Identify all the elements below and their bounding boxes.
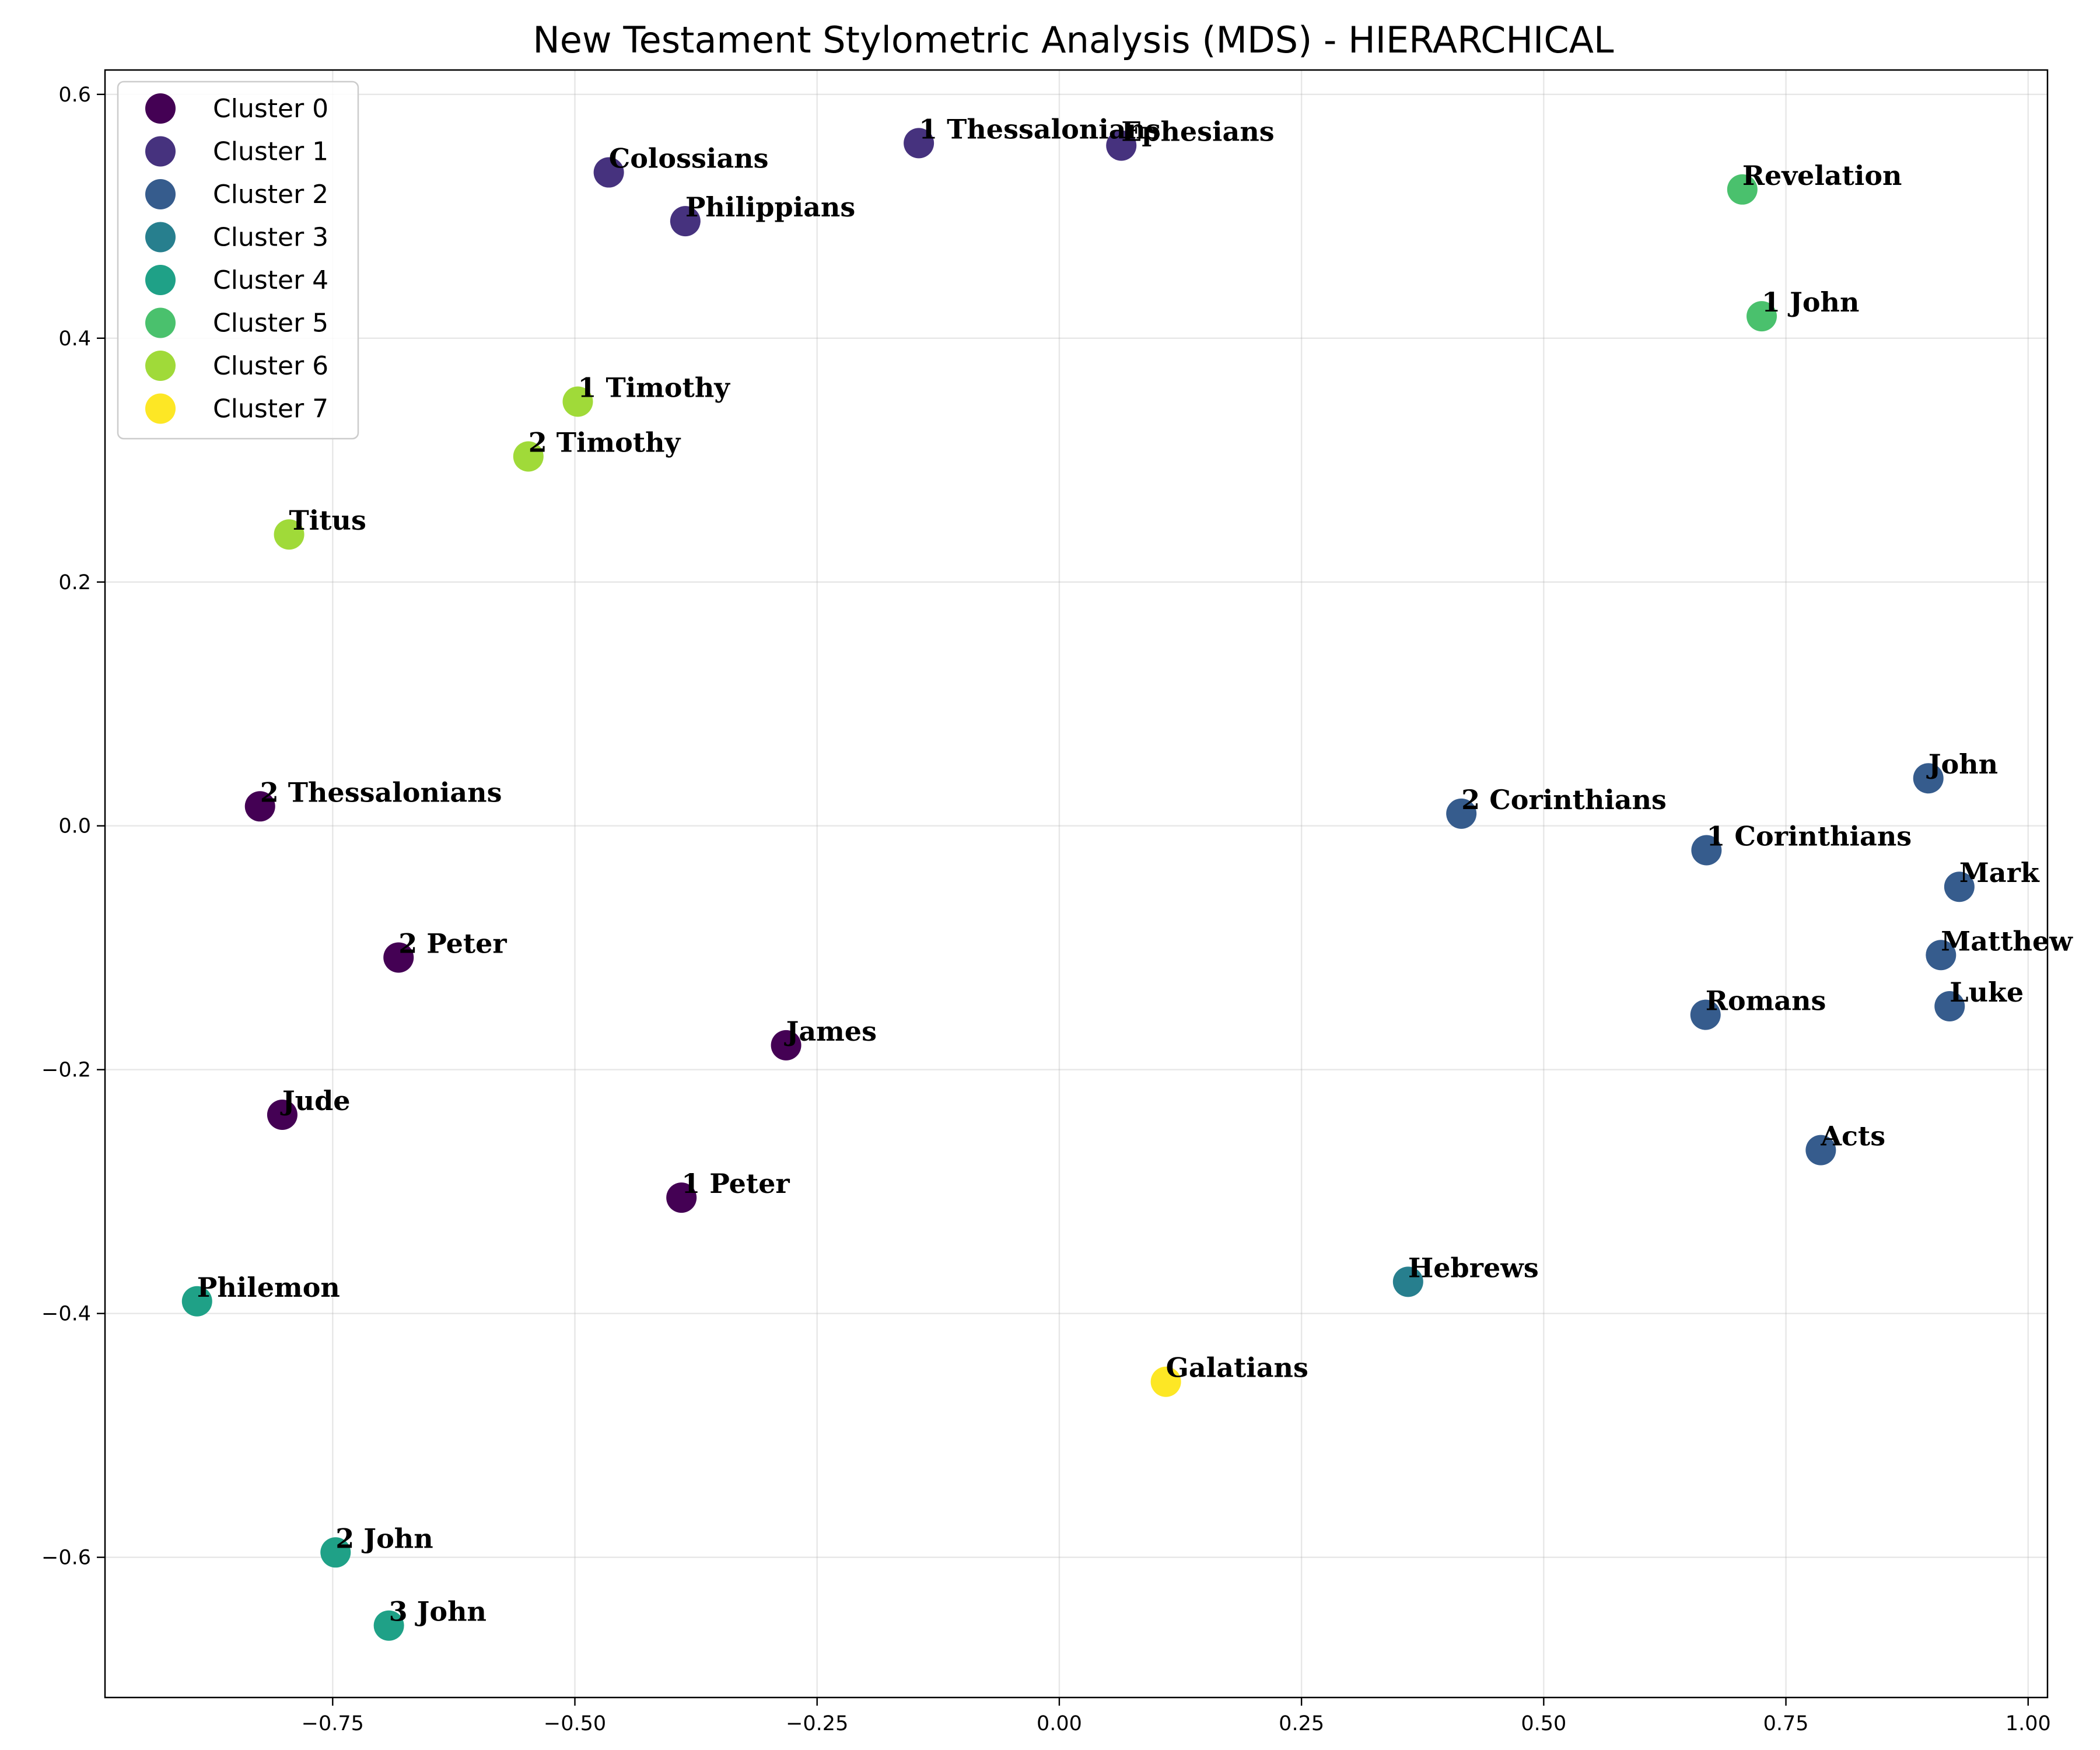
point-label: 2 Peter <box>398 928 507 959</box>
x-tick-label: 0.25 <box>1279 1712 1324 1735</box>
data-point <box>1106 130 1137 161</box>
data-point <box>320 1537 351 1568</box>
legend-label: Cluster 4 <box>213 265 328 295</box>
legend-marker <box>145 179 176 209</box>
legend-label: Cluster 1 <box>213 137 328 167</box>
point-label: Philippians <box>685 191 855 223</box>
chart-title: New Testament Stylometric Analysis (MDS)… <box>533 19 1614 61</box>
legend-box <box>117 80 359 440</box>
plot-frame <box>104 69 2049 1699</box>
x-tick-label: 0.00 <box>1037 1712 1082 1735</box>
data-point <box>904 128 935 159</box>
data-point <box>593 157 624 188</box>
point-label: 1 John <box>1762 286 1859 318</box>
point-label: 1 Timothy <box>578 372 730 403</box>
x-tick-label: −0.25 <box>786 1712 848 1735</box>
data-point <box>1691 835 1722 866</box>
point-label: 2 John <box>335 1522 433 1554</box>
point-label: 1 Corinthians <box>1706 821 1912 852</box>
y-tick-label: −0.2 <box>41 1059 91 1082</box>
point-label: Mark <box>1959 857 2040 888</box>
y-tick-label: 0.6 <box>58 83 91 107</box>
point-label: Luke <box>1950 977 2024 1008</box>
legend-label: Cluster 2 <box>213 180 328 209</box>
point-label: Romans <box>1706 985 1826 1017</box>
point-label: 2 Timothy <box>528 426 681 458</box>
point-label: Galatians <box>1166 1352 1308 1384</box>
x-tick-label: 0.50 <box>1521 1712 1566 1735</box>
legend-label: Cluster 6 <box>213 351 328 381</box>
point-label: Jude <box>280 1085 351 1116</box>
data-point <box>1944 872 1975 902</box>
legend-label: Cluster 5 <box>213 309 328 338</box>
point-label: Revelation <box>1742 160 1902 191</box>
data-point <box>274 519 304 550</box>
y-tick-label: −0.4 <box>41 1303 91 1326</box>
point-label: John <box>1926 748 1998 780</box>
y-tick-label: −0.6 <box>41 1546 91 1570</box>
legend-marker <box>145 393 176 424</box>
grid <box>105 70 2048 1698</box>
legend: Cluster 0 Cluster 1 Cluster 2 Cluster 3 Clus… <box>117 80 359 440</box>
x-tick-label: −0.75 <box>302 1712 364 1735</box>
data-point <box>1934 991 1965 1022</box>
data-point <box>1392 1266 1423 1297</box>
legend-marker <box>145 351 176 381</box>
legend-marker <box>145 136 176 167</box>
y-tick-label: 0.4 <box>58 327 91 351</box>
legend-items: Cluster 0 Cluster 1 Cluster 2 Cluster 3 Clus… <box>145 93 328 424</box>
data-point <box>513 441 544 472</box>
point-label: 3 John <box>389 1596 487 1628</box>
y-tick-label: 0.0 <box>58 815 91 838</box>
data-point <box>1150 1366 1181 1397</box>
data-point <box>244 791 275 822</box>
point-label: James <box>784 1016 877 1047</box>
data-point <box>562 386 593 417</box>
legend-label: Cluster 3 <box>213 223 328 253</box>
data-point <box>1727 174 1758 205</box>
data-point <box>181 1286 212 1317</box>
data-point <box>670 206 701 237</box>
point-label: Acts <box>1820 1121 1885 1152</box>
point-label: 2 Corinthians <box>1461 784 1667 816</box>
data-point <box>1446 798 1477 829</box>
point-label: Colossians <box>609 143 769 174</box>
y-tick-label: 0.2 <box>58 571 91 594</box>
axis-ticks: −0.75 −0.50 −0.25 0.00 0.25 0.50 0.75 1.00 −0.6 −… <box>41 83 2051 1735</box>
point-label: 2 Thessalonians <box>260 776 502 808</box>
point-label: Philemon <box>197 1272 340 1303</box>
point-label: 1 Peter <box>681 1168 790 1199</box>
data-point <box>1746 301 1777 332</box>
data-point <box>1690 999 1721 1030</box>
legend-marker <box>145 265 176 295</box>
point-label: Hebrews <box>1408 1252 1539 1283</box>
data-point <box>267 1100 298 1130</box>
x-tick-label: −0.50 <box>544 1712 606 1735</box>
legend-label: Cluster 0 <box>213 94 328 124</box>
data-point <box>1926 940 1957 971</box>
data-points <box>181 128 1975 1641</box>
data-point <box>771 1030 802 1060</box>
point-labels: 2 Thessalonians 2 Peter James Jude 1 Peter Co… <box>197 113 2073 1627</box>
point-label: Matthew <box>1941 925 2073 957</box>
data-point <box>1913 763 1944 794</box>
point-label: 1 Thessalonians <box>919 113 1161 145</box>
data-point <box>666 1182 697 1213</box>
x-tick-label: 0.75 <box>1763 1712 1809 1735</box>
legend-marker <box>145 307 176 338</box>
legend-marker <box>145 222 176 253</box>
legend-label: Cluster 7 <box>213 394 328 424</box>
legend-marker <box>145 93 176 124</box>
data-point <box>383 942 414 973</box>
point-label: Titus <box>289 505 366 536</box>
data-point <box>373 1610 404 1641</box>
point-label: Ephesians <box>1121 116 1274 148</box>
x-tick-label: 1.00 <box>2006 1712 2051 1735</box>
data-point <box>1805 1135 1836 1166</box>
